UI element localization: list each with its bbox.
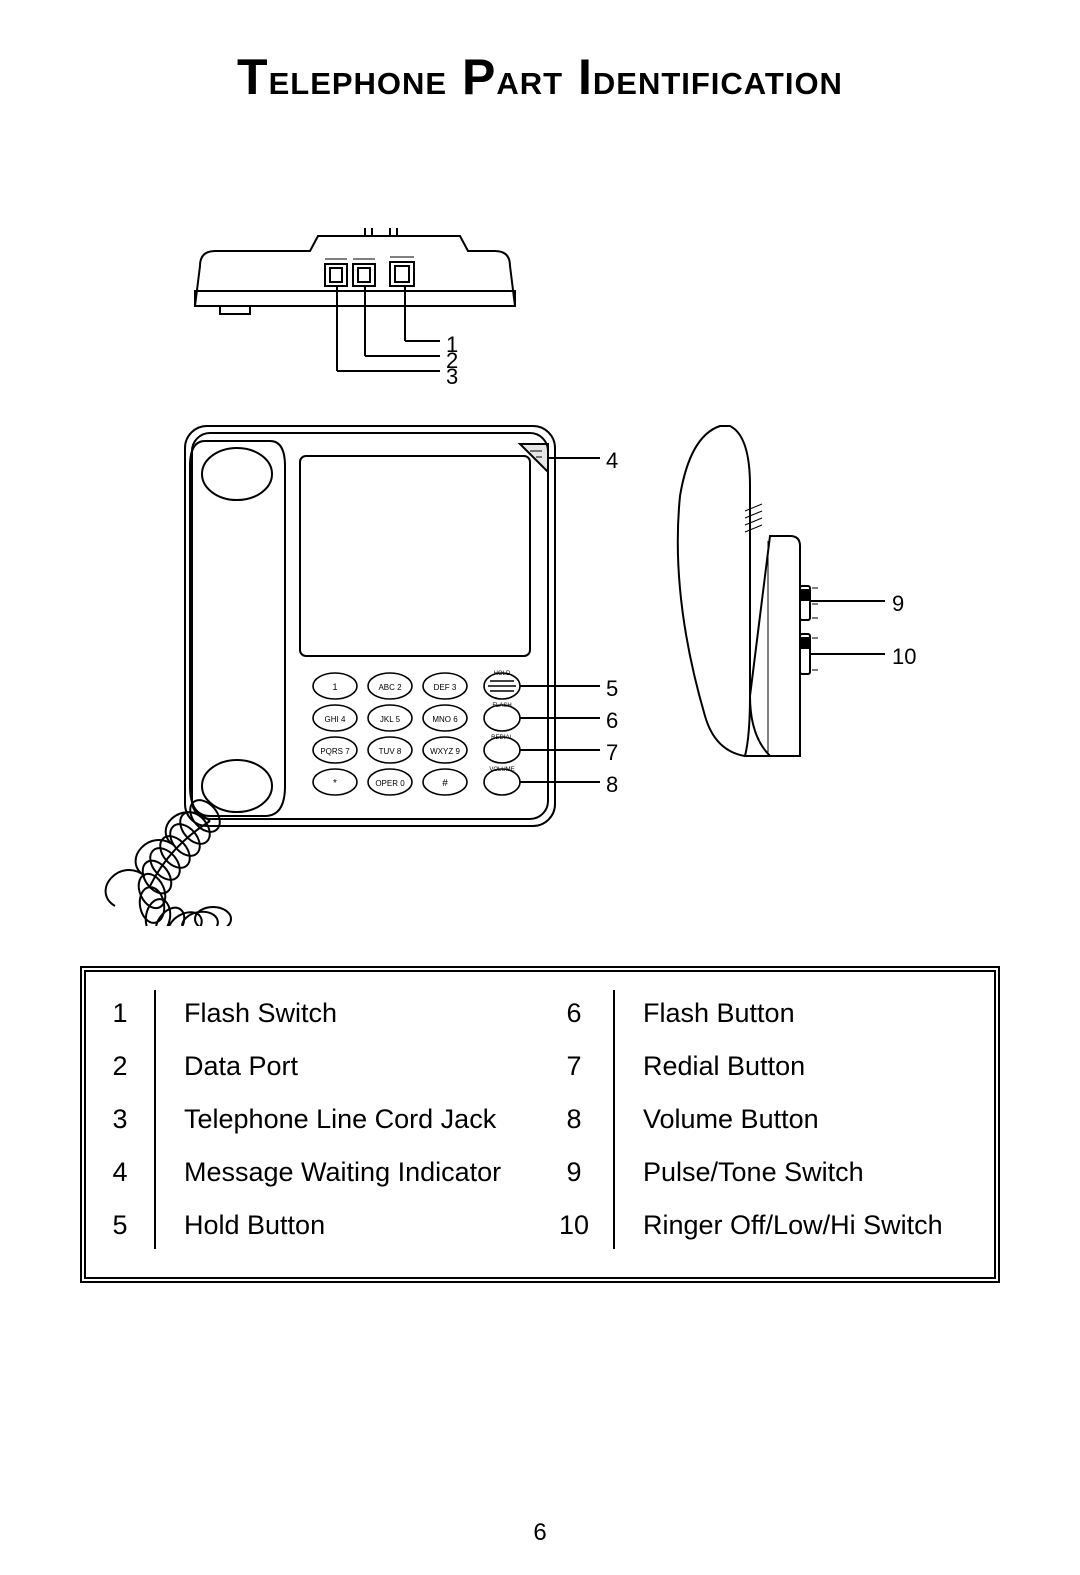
svg-text:WXYZ 9: WXYZ 9 (430, 747, 460, 756)
part-num: 3 (86, 1104, 154, 1135)
svg-text:DEF 3: DEF 3 (434, 683, 457, 692)
svg-text:FLASH: FLASH (492, 703, 511, 709)
page-title: Telephone Part Identification (0, 0, 1080, 106)
part-num: 4 (86, 1157, 154, 1188)
title-cap-i: I (563, 49, 593, 105)
svg-text:#: # (442, 778, 448, 789)
title-part-2: art (496, 55, 563, 104)
part-label: Flash Button (643, 998, 994, 1029)
callout-9: 9 (892, 591, 904, 617)
part-num: 5 (86, 1210, 154, 1241)
part-num: 9 (535, 1157, 613, 1188)
callout-5: 5 (606, 676, 618, 702)
rear-view (195, 228, 515, 371)
side-view (678, 426, 885, 756)
svg-text:PQRS 7: PQRS 7 (320, 747, 350, 756)
part-label: Volume Button (643, 1104, 994, 1135)
svg-text:TUV 8: TUV 8 (379, 747, 402, 756)
part-num: 2 (86, 1051, 154, 1082)
svg-text:ABC 2: ABC 2 (378, 683, 402, 692)
part-num: 1 (86, 998, 154, 1029)
part-label: Pulse/Tone Switch (643, 1157, 994, 1188)
svg-text:GHI 4: GHI 4 (325, 715, 346, 724)
parts-numbers-left: 1 2 3 4 5 (86, 990, 156, 1249)
page-number: 6 (0, 1519, 1080, 1547)
parts-labels-right: Flash Button Redial Button Volume Button… (615, 990, 994, 1249)
callout-4: 4 (606, 448, 618, 474)
part-label: Flash Switch (184, 998, 535, 1029)
part-label: Ringer Off/Low/Hi Switch (643, 1210, 994, 1241)
svg-text:JKL 5: JKL 5 (380, 715, 401, 724)
svg-text:MNO 6: MNO 6 (432, 715, 458, 724)
title-cap-p: P (447, 49, 496, 105)
svg-text:1: 1 (332, 682, 337, 692)
front-view: 1 ABC 2 DEF 3 GHI 4 JKL 5 MNO 6 PQRS 7 T… (150, 426, 600, 886)
diagram-area: 1 ABC 2 DEF 3 GHI 4 JKL 5 MNO 6 PQRS 7 T… (0, 166, 1080, 926)
callout-8: 8 (606, 772, 618, 798)
callout-7: 7 (606, 740, 618, 766)
svg-text:REDIAL: REDIAL (491, 735, 513, 741)
svg-text:VOLUME: VOLUME (489, 767, 514, 773)
part-label: Redial Button (643, 1051, 994, 1082)
part-num: 7 (535, 1051, 613, 1082)
svg-text:HOLD: HOLD (494, 671, 511, 677)
part-label: Data Port (184, 1051, 535, 1082)
part-label: Message Waiting Indicator (184, 1157, 535, 1188)
part-label: Telephone Line Cord Jack (184, 1104, 535, 1135)
part-num: 8 (535, 1104, 613, 1135)
title-part-3: dentification (593, 55, 843, 104)
telephone-diagram: 1 ABC 2 DEF 3 GHI 4 JKL 5 MNO 6 PQRS 7 T… (0, 166, 1080, 926)
parts-numbers-right: 6 7 8 9 10 (535, 990, 615, 1249)
part-num: 10 (535, 1210, 613, 1241)
part-num: 6 (535, 998, 613, 1029)
parts-labels-left: Flash Switch Data Port Telephone Line Co… (156, 990, 535, 1249)
svg-text:OPER 0: OPER 0 (375, 779, 405, 788)
callout-10: 10 (892, 644, 916, 670)
parts-table: 1 2 3 4 5 Flash Switch Data Port Telepho… (80, 966, 1000, 1283)
part-label: Hold Button (184, 1210, 535, 1241)
title-cap-t: T (237, 49, 269, 105)
callout-6: 6 (606, 708, 618, 734)
svg-text:*: * (333, 778, 337, 789)
callout-3: 3 (446, 364, 458, 390)
title-part-1: elephone (269, 55, 448, 104)
